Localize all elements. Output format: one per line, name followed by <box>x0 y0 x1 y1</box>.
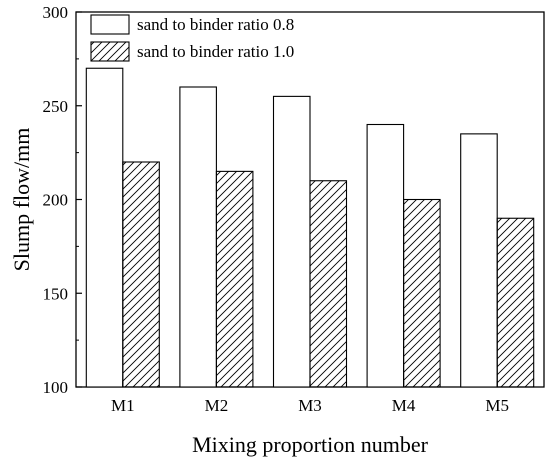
y-tick-label: 300 <box>43 3 69 22</box>
bar-series-1-m5 <box>460 133 498 388</box>
y-tick-label: 250 <box>43 97 69 116</box>
legend-swatch-series-2 <box>90 41 130 62</box>
legend: sand to binder ratio 0.8 sand to binder … <box>90 14 294 62</box>
legend-label-series-2: sand to binder ratio 1.0 <box>137 42 294 61</box>
x-axis-ticks: M1 M2 M3 M4 M5 <box>111 381 509 415</box>
x-tick-label: M3 <box>298 396 322 415</box>
bar-series-2-m4 <box>403 198 441 388</box>
bar-series-2-m3 <box>309 180 348 388</box>
x-tick-label: M1 <box>111 396 135 415</box>
bar-series-2-m2 <box>215 170 254 388</box>
bar-series-1-m2 <box>179 86 217 388</box>
bar-series-2-m5 <box>496 217 535 388</box>
bar-series-2-m1 <box>122 161 160 388</box>
bar-series-1-m3 <box>272 95 311 388</box>
y-tick-label: 100 <box>43 378 69 397</box>
bar-series-1-m4 <box>366 123 405 388</box>
x-tick-label: M4 <box>392 396 416 415</box>
legend-swatch-series-1 <box>90 14 130 35</box>
legend-label-series-1: sand to binder ratio 0.8 <box>137 15 294 34</box>
x-tick-label: M2 <box>205 396 229 415</box>
bars-group <box>85 67 535 388</box>
y-axis-ticks: 100 150 200 250 300 <box>43 3 82 397</box>
y-axis-title: Slump flow/mm <box>9 128 34 272</box>
y-tick-label: 150 <box>43 284 69 303</box>
bar-series-1-m1 <box>85 67 124 388</box>
x-tick-label: M5 <box>485 396 509 415</box>
x-axis-title: Mixing proportion number <box>192 432 429 457</box>
y-tick-label: 200 <box>43 191 69 210</box>
